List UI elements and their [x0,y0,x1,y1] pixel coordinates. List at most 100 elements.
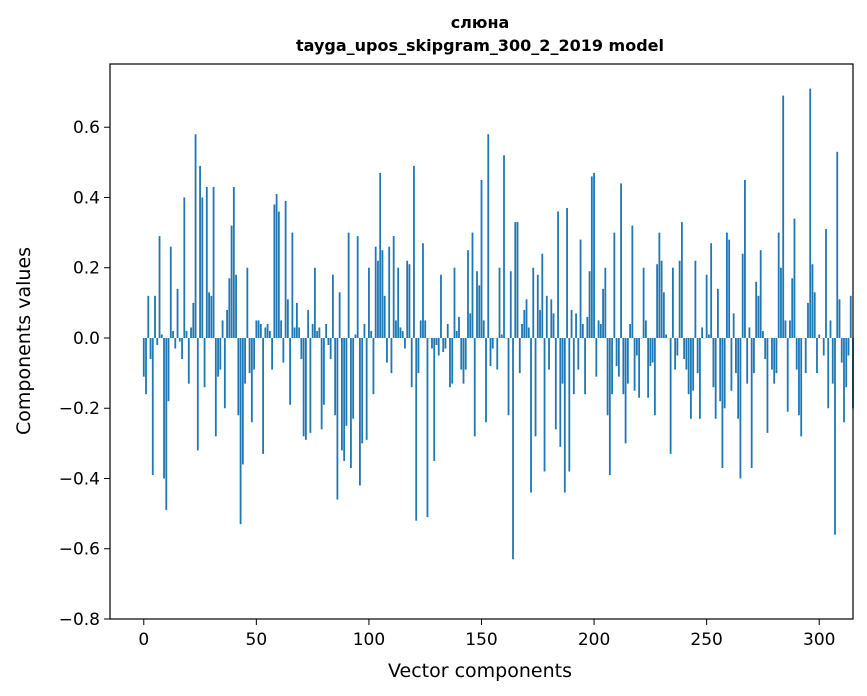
bar [433,337,436,461]
bar [277,211,280,338]
bar [714,337,717,419]
y-tick-label: 0.0 [73,329,100,349]
bar [485,337,487,423]
bar [226,309,228,338]
bar [658,232,661,338]
bar [721,337,724,468]
bar [557,211,559,338]
bar [487,134,490,338]
bar [320,337,323,430]
bar [167,337,170,402]
bar [800,337,803,437]
bar [642,267,645,338]
bar [329,337,332,360]
bar [777,232,780,338]
bar [350,337,352,468]
bar [264,327,267,338]
bar [685,337,688,370]
bar [793,218,796,338]
bar [590,176,593,338]
bar [257,320,260,338]
bar [327,337,330,346]
bar [563,337,566,493]
bar [759,250,762,338]
bar [401,330,404,338]
bar [262,337,264,454]
bar [386,337,388,363]
bar [156,337,159,346]
bar [626,337,629,384]
bar [741,253,744,338]
bar [746,337,749,384]
bar [701,327,704,338]
bar [482,320,485,338]
bar [791,278,794,338]
x-axis-label: Vector components [388,660,572,682]
bar [629,323,631,338]
bar [149,337,152,360]
bar [275,193,278,338]
bar [669,337,672,454]
bar [750,337,753,468]
bar [847,337,850,356]
x-tick-label: 150 [465,630,497,650]
bar [622,337,625,395]
bar [653,337,656,416]
bar [523,309,526,338]
bar [196,337,199,451]
bar [689,337,692,419]
bar [849,295,852,338]
bar [471,232,474,338]
bar [491,337,494,349]
bar [606,337,609,416]
bar [478,285,481,338]
bar [163,337,165,479]
bar [406,260,409,338]
bar [572,337,575,395]
bar [352,337,355,419]
bar [536,274,539,338]
bar [541,253,544,338]
bar [205,186,208,338]
bar [694,260,697,338]
bar [304,337,307,440]
bar [710,243,713,338]
y-tick-label: 0.2 [73,259,100,279]
bar [518,337,521,374]
bar [662,292,665,338]
bar [656,264,659,338]
bar [307,309,310,338]
bar [728,239,731,338]
bar [744,179,746,338]
bar [219,337,222,370]
bar [392,236,395,338]
bar [593,172,595,338]
bar [825,229,827,338]
bar [597,320,600,338]
bar [190,327,192,338]
bar [559,337,562,447]
bar [514,222,517,338]
bar [259,323,262,338]
bar [723,337,726,409]
bar [208,292,210,338]
bar [588,271,591,338]
bar [624,337,627,444]
bar [755,281,758,338]
bar [798,337,800,416]
bar [370,330,373,338]
bar [334,337,337,416]
bar [822,337,825,356]
bar [223,337,226,409]
bar [313,267,316,338]
bar [435,337,438,346]
bar [413,165,415,338]
bar [383,295,386,338]
bar [577,337,580,370]
bar [543,337,546,472]
chart-title: слюна [451,13,510,32]
y-tick-label: 0.6 [73,118,100,138]
bar [552,313,555,338]
bar [811,264,814,338]
bar [230,225,233,338]
